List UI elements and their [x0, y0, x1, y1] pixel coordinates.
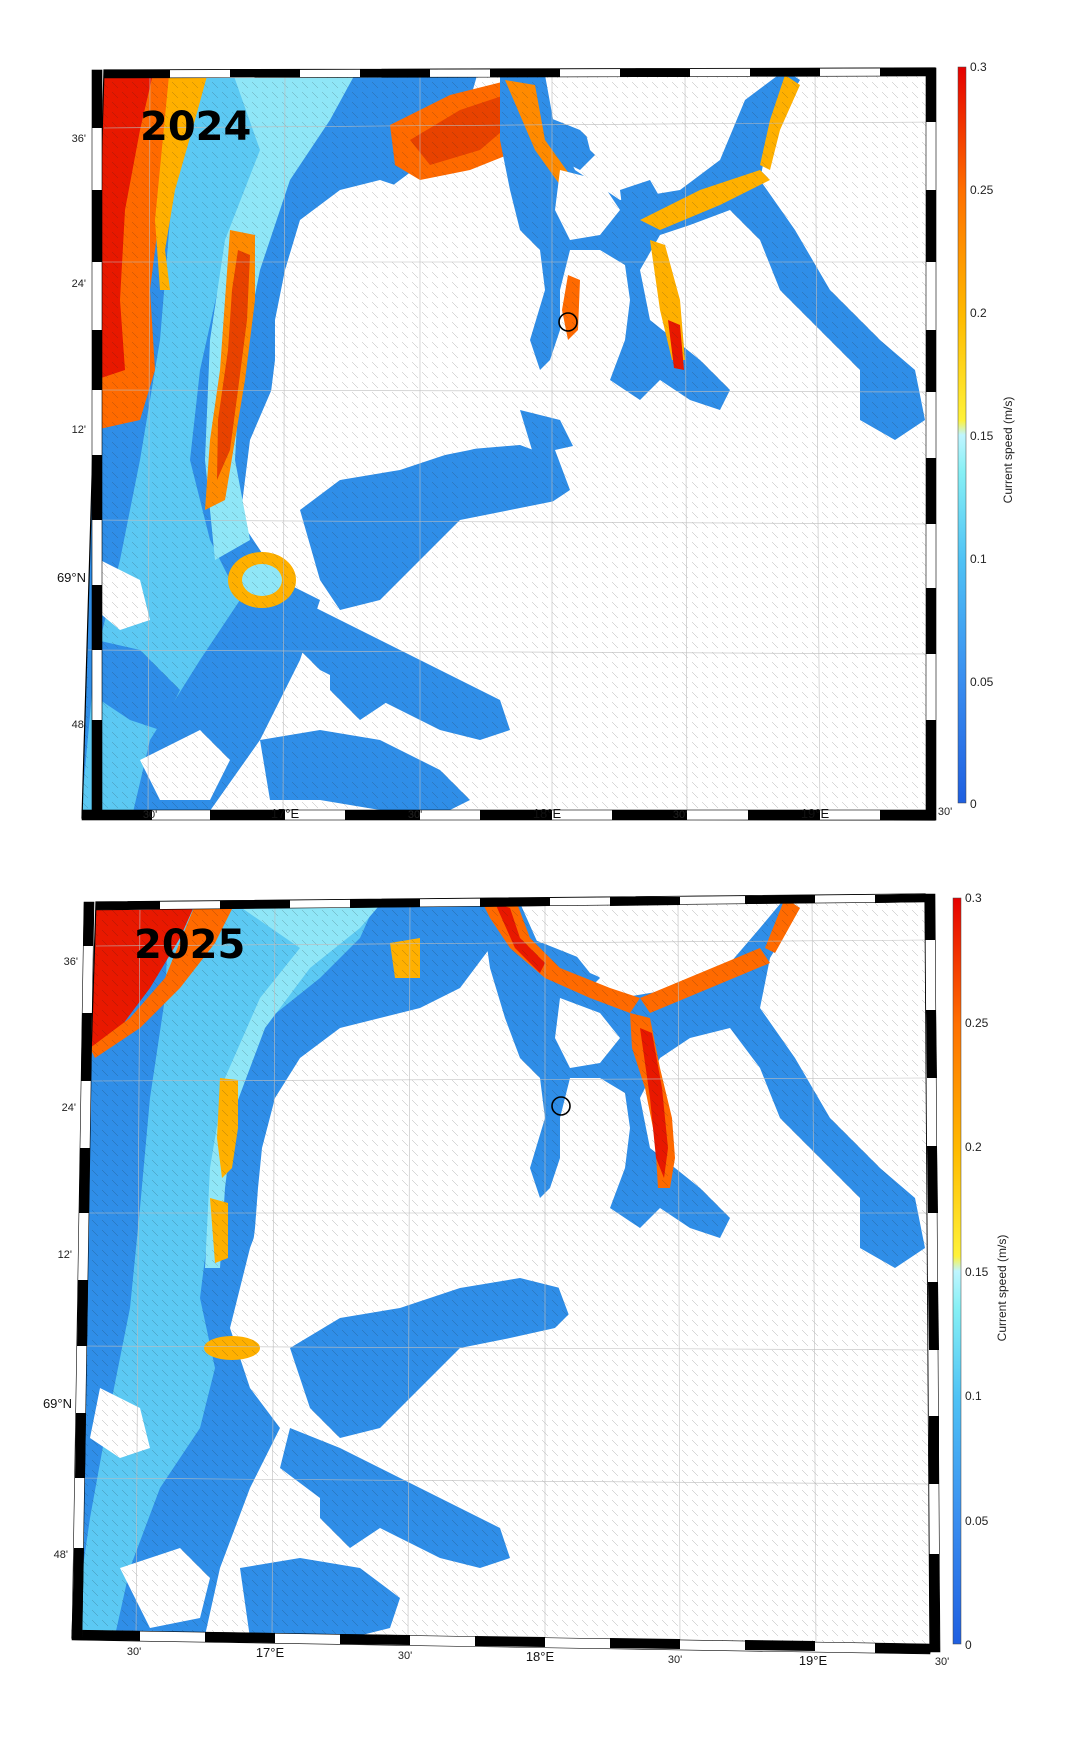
- lat-label: 69°N: [57, 570, 86, 585]
- colorbar-tick: 0.25: [970, 183, 994, 197]
- map-panel-2025: 2025 36' 24' 12' 69°N 48' 30' 17°E 30' 1…: [0, 868, 1071, 1708]
- lon-label: 17°E: [271, 806, 300, 821]
- lon-label: 18°E: [526, 1649, 555, 1664]
- colorbar-tick: 0.3: [965, 891, 982, 905]
- colorbar-scale: [957, 66, 967, 804]
- colorbar-tick: 0.2: [970, 306, 987, 320]
- graticule: [75, 895, 931, 1651]
- map-figure-2025: 2025 36' 24' 12' 69°N 48' 30' 17°E 30' 1…: [43, 891, 1009, 1668]
- colorbar-tick: 0: [965, 1638, 972, 1652]
- map-figure-2024: 2024 36' 24' 12' 69°N 48' 30' 17°E 30' 1…: [57, 60, 1015, 821]
- year-label: 2025: [134, 922, 245, 968]
- lat-label: 69°N: [43, 1396, 72, 1411]
- lat-label: 24': [62, 1102, 76, 1114]
- lon-label: 17°E: [256, 1645, 285, 1660]
- graticule: [87, 67, 936, 821]
- station-marker: [558, 312, 578, 332]
- lon-label: 19°E: [801, 806, 830, 821]
- station-marker: [551, 1096, 571, 1116]
- lon-label: 30': [673, 809, 687, 821]
- colorbar-label: Current speed (m/s): [995, 1235, 1009, 1342]
- lon-label: 30': [127, 1646, 141, 1658]
- lon-label: 30': [143, 809, 157, 821]
- colorbar-scale: [952, 897, 962, 1645]
- colorbar-tick: 0.15: [965, 1265, 989, 1279]
- lon-label: 30': [935, 1656, 949, 1668]
- lat-label: 24': [72, 278, 86, 290]
- colorbar-tick: 0.25: [965, 1016, 989, 1030]
- colorbar-tick: 0.1: [965, 1389, 982, 1403]
- colorbar-tick: 0.05: [965, 1514, 989, 1528]
- map-frame: [81, 67, 937, 821]
- lat-label: 12': [58, 1249, 72, 1261]
- colorbar-tick: 0.1: [970, 552, 987, 566]
- lat-label: 36': [72, 133, 86, 145]
- lon-label: 19°E: [799, 1653, 828, 1668]
- lon-label: 30': [668, 1654, 682, 1666]
- lon-label: 18°E: [533, 806, 562, 821]
- colorbar-tick: 0.15: [970, 429, 994, 443]
- colorbar: 0.3 0.25 0.2 0.15 0.1 0.05 0 Current spe…: [957, 60, 1015, 811]
- lon-label: 30': [398, 1650, 412, 1662]
- colorbar-tick: 0.2: [965, 1140, 982, 1154]
- lat-label: 36': [64, 956, 78, 968]
- lon-label: 30': [938, 806, 952, 818]
- colorbar-tick: 0.05: [970, 675, 994, 689]
- lat-label: 12': [72, 424, 86, 436]
- colorbar-label: Current speed (m/s): [1001, 397, 1015, 504]
- colorbar-tick: 0.3: [970, 60, 987, 74]
- current-speed-field: [82, 68, 935, 820]
- colorbar: 0.3 0.25 0.2 0.15 0.1 0.05 0 Current spe…: [952, 891, 1009, 1652]
- lat-label: 48': [72, 719, 86, 731]
- lat-label: 48': [54, 1549, 68, 1561]
- lon-label: 30': [408, 809, 422, 821]
- map-panel-2024: 2024 36' 24' 12' 69°N 48' 30' 17°E 30' 1…: [0, 40, 1071, 880]
- map-frame: [71, 893, 941, 1655]
- colorbar-tick: 0: [970, 797, 977, 811]
- year-label: 2024: [140, 104, 251, 150]
- current-speed-field: [72, 894, 930, 1652]
